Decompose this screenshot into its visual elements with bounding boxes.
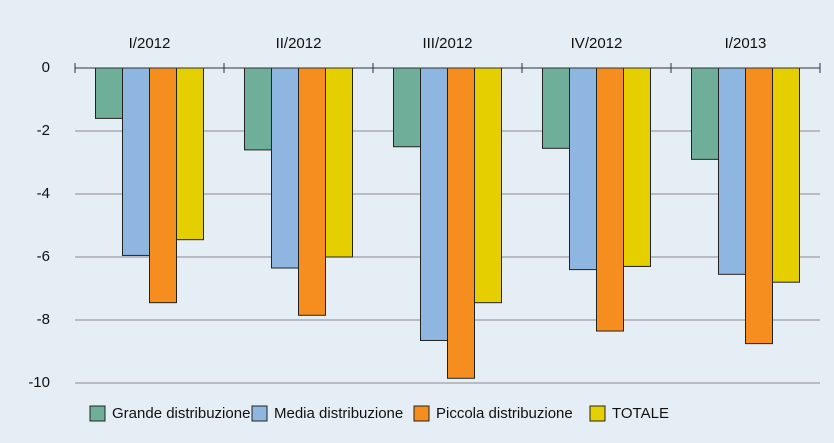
y-tick-label: -4 bbox=[37, 185, 50, 202]
legend-label: Grande distribuzione bbox=[112, 405, 250, 422]
x-tick-label: I/2013 bbox=[725, 35, 767, 52]
legend-label: Piccola distribuzione bbox=[436, 405, 573, 422]
bar bbox=[569, 67, 597, 271]
bar bbox=[745, 67, 773, 345]
y-tick-label: -8 bbox=[37, 311, 50, 328]
y-tick-label: -6 bbox=[37, 248, 50, 265]
bar bbox=[176, 67, 204, 241]
bar bbox=[271, 67, 299, 269]
bar bbox=[691, 67, 719, 160]
bar bbox=[122, 67, 150, 256]
x-tick-label: IV/2012 bbox=[571, 35, 623, 52]
legend-swatch bbox=[251, 405, 268, 422]
bar bbox=[244, 67, 272, 151]
bar bbox=[325, 67, 353, 258]
bar bbox=[623, 67, 651, 267]
x-tick-label: III/2012 bbox=[422, 35, 472, 52]
bar bbox=[420, 67, 448, 341]
bar bbox=[772, 67, 800, 283]
bar bbox=[95, 67, 123, 119]
bar bbox=[447, 67, 475, 379]
legend-label: TOTALE bbox=[612, 405, 669, 422]
y-tick-label: 0 bbox=[42, 59, 50, 76]
x-tick-label: II/2012 bbox=[276, 35, 322, 52]
y-tick-label: -10 bbox=[28, 374, 50, 391]
bar bbox=[474, 67, 502, 304]
x-tick-label: I/2012 bbox=[129, 35, 171, 52]
legend-swatch bbox=[413, 405, 430, 422]
bar bbox=[149, 67, 177, 304]
bar bbox=[393, 67, 421, 148]
y-tick-label: -2 bbox=[37, 122, 50, 139]
legend-label: Media distribuzione bbox=[274, 405, 403, 422]
legend-swatch bbox=[89, 405, 106, 422]
bar bbox=[298, 67, 326, 316]
legend-swatch bbox=[589, 405, 606, 422]
bar bbox=[718, 67, 746, 275]
bar bbox=[542, 67, 570, 149]
bar bbox=[596, 67, 624, 332]
